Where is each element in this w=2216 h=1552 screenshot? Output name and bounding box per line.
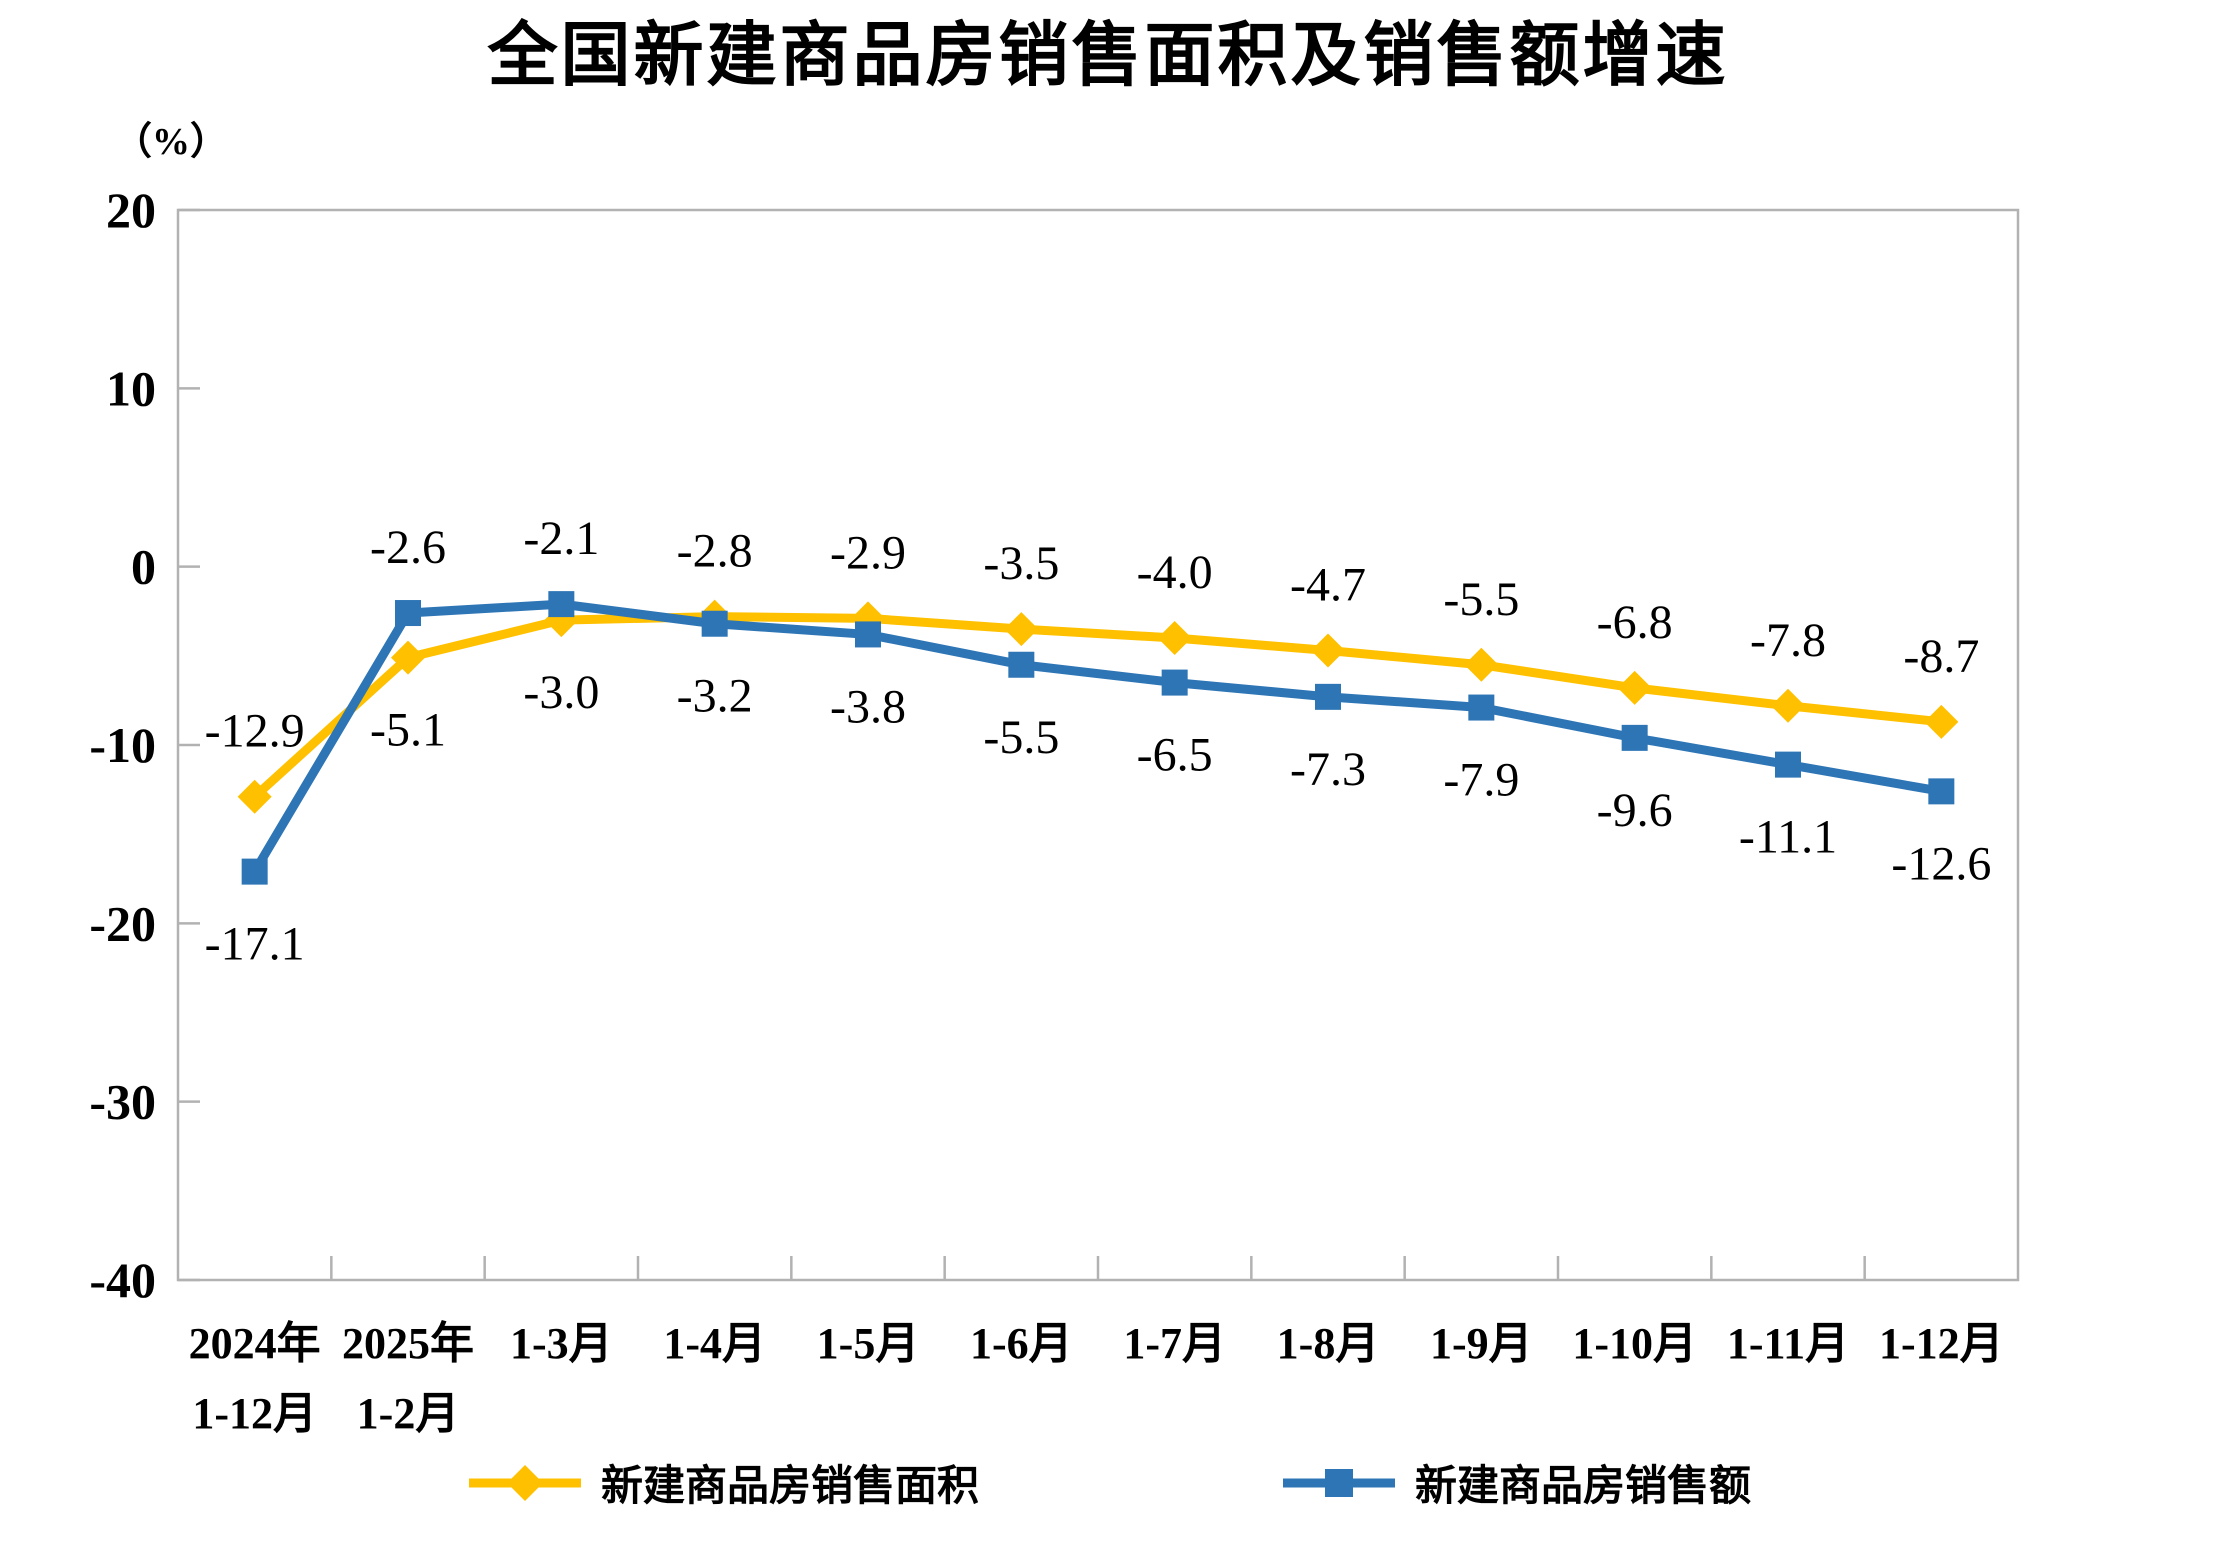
x-axis-tick-label: 1-4月 (663, 1319, 766, 1368)
square-marker-sales-amount (701, 610, 728, 637)
diamond-marker-sales-area (1617, 670, 1652, 705)
data-label-sales-amount: -17.1 (205, 918, 305, 971)
series-line-sales-amount (250, 599, 1946, 877)
diamond-marker-sales-area (1157, 621, 1192, 655)
y-axis-tick-label: 0 (131, 539, 156, 595)
x-axis-tick-label: 1-10月 (1572, 1319, 1697, 1368)
data-label-sales-amount: -7.9 (1443, 754, 1519, 807)
data-label-sales-area: -2.8 (677, 525, 753, 578)
y-axis-tick-label: 10 (106, 360, 156, 416)
diamond-marker-sales-area (391, 640, 425, 675)
series-line-sales-area (250, 612, 1946, 802)
x-axis-tick-label: 2025年 (342, 1319, 474, 1368)
x-axis-tick-label: 1-7月 (1123, 1319, 1226, 1368)
y-axis-tick-label: -20 (89, 895, 156, 951)
square-marker-sales-amount (395, 600, 421, 627)
diamond-marker-sales-area (1924, 704, 1959, 739)
legend-item-sales-amount: 新建商品房销售额 (1279, 1452, 1751, 1513)
data-label-sales-amount: -9.6 (1597, 784, 1673, 837)
x-axis-tick-label: 1-5月 (817, 1319, 920, 1368)
data-label-sales-amount: -7.3 (1290, 743, 1366, 796)
square-marker-sales-amount (1468, 694, 1495, 721)
legend-label-sales-amount: 新建商品房销售额 (1415, 1464, 1752, 1510)
x-axis-tick-label: 1-3月 (510, 1319, 613, 1368)
legend-item-sales-area: 新建商品房销售面积 (465, 1452, 979, 1513)
square-marker-sales-amount (1008, 651, 1035, 678)
data-label-sales-area: -8.7 (1903, 630, 1979, 683)
x-axis-tick-label: 1-11月 (1727, 1319, 1849, 1368)
y-axis-unit-label: （%） (114, 121, 229, 163)
data-label-sales-amount: -12.6 (1891, 837, 1991, 890)
plot-frame (176, 208, 2020, 1282)
x-axis-tick-label: 1-12月 (1879, 1319, 2004, 1368)
x-axis-tick-label: 2024年 (189, 1319, 321, 1368)
data-label-sales-amount: -6.5 (1137, 729, 1213, 782)
legend-sales-area-marker-icon (468, 1464, 581, 1501)
data-label-sales-area: -3.5 (983, 537, 1059, 590)
x-axis-tick-label: 1-6月 (970, 1319, 1073, 1368)
data-label-sales-amount: -3.2 (677, 670, 753, 723)
x-axis-tick-label: 1-8月 (1277, 1319, 1380, 1368)
chart-title: 全国新建商品房销售面积及销售额增速 (487, 18, 1729, 95)
data-label-sales-amount: -11.1 (1739, 811, 1837, 864)
y-axis-tick-label: -10 (89, 717, 156, 773)
legend-label-sales-area: 新建商品房销售面积 (600, 1464, 979, 1510)
data-label-sales-area: -5.5 (1443, 573, 1519, 626)
x-axis-tick-label: 1-2月 (357, 1389, 460, 1438)
square-marker-sales-amount (1775, 751, 1801, 778)
data-label-sales-area: -4.7 (1290, 558, 1366, 611)
y-axis-tick-label: -30 (89, 1074, 156, 1130)
square-marker-sales-amount (1928, 778, 1955, 805)
square-marker-sales-amount (855, 621, 881, 648)
diamond-marker-sales-area (1771, 688, 1805, 723)
diamond-marker-sales-area (237, 779, 272, 814)
data-label-sales-area: -3.0 (523, 666, 599, 719)
x-axis-tick-label: 1-9月 (1430, 1319, 1533, 1368)
y-axis-tick-label: 20 (106, 182, 156, 238)
square-marker-sales-amount (1621, 724, 1648, 751)
data-label-sales-area: -6.8 (1597, 596, 1673, 649)
data-label-sales-area: -5.1 (370, 704, 446, 757)
diamond-marker-sales-area (1311, 633, 1345, 668)
data-label-sales-amount: -2.1 (523, 512, 599, 565)
legend: 新建商品房销售面积 新建商品房销售额 (0, 1452, 2216, 1513)
data-label-sales-amount: -3.8 (830, 680, 906, 733)
y-axis-tick-label: -40 (89, 1252, 156, 1308)
data-label-sales-area: -7.8 (1750, 614, 1826, 667)
legend-square (1325, 1468, 1353, 1497)
data-label-sales-amount: -5.5 (983, 711, 1059, 764)
data-label-sales-amount: -2.6 (370, 521, 446, 574)
x-axis-tick-label: 1-12月 (192, 1389, 317, 1438)
square-marker-sales-amount (241, 858, 268, 885)
square-marker-sales-amount (1161, 669, 1188, 696)
data-label-sales-area: -12.9 (205, 705, 305, 758)
square-marker-sales-amount (1315, 683, 1341, 710)
data-label-sales-area: -4.0 (1137, 546, 1213, 599)
data-label-sales-area: -2.9 (830, 526, 906, 579)
diamond-marker-sales-area (1464, 647, 1499, 682)
legend-diamond (506, 1464, 543, 1501)
legend-sales-amount-marker-icon (1283, 1468, 1395, 1497)
square-marker-sales-amount (548, 591, 575, 618)
diamond-marker-sales-area (1004, 612, 1039, 647)
